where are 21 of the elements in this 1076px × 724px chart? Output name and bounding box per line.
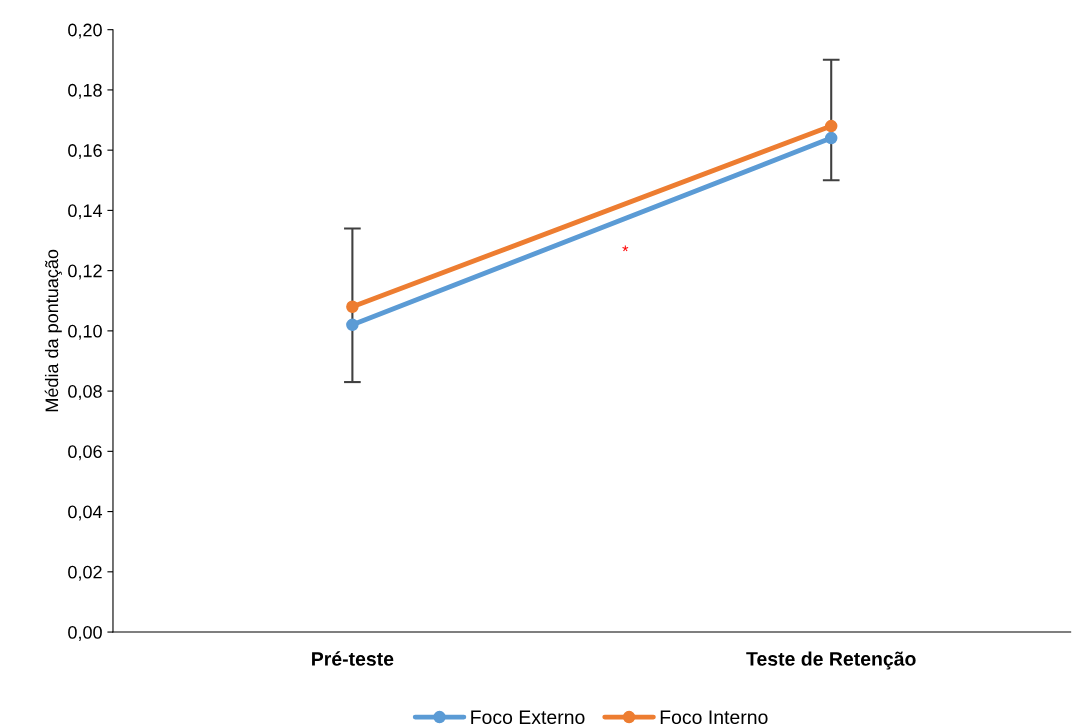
y-tick-label: 0,20: [68, 23, 102, 39]
point: [346, 318, 359, 332]
annotation: *: [622, 245, 629, 252]
x-tick-label: Teste de Retenção: [746, 651, 916, 670]
y-tick-label: 0,08: [68, 385, 102, 400]
y-tick-label: 0,16: [68, 144, 102, 160]
point: [824, 119, 838, 133]
y-tick-label: 0,02: [68, 565, 102, 581]
y-tick-label: 0,00: [68, 625, 102, 641]
point: [824, 131, 838, 145]
point: [346, 300, 359, 314]
y-tick-label: 0,18: [68, 83, 102, 99]
y-tick-label: 0,06: [68, 445, 102, 461]
y-tick-label: 0,10: [68, 324, 102, 340]
y-tick-label: 0,12: [68, 264, 102, 280]
y-tick-label: 0,04: [68, 505, 103, 521]
y-axis-title: Média da pontuação: [44, 249, 62, 412]
x-tick-label: Pré-teste: [312, 651, 394, 666]
y-tick-label: 0,14: [68, 204, 103, 220]
legend-label: Foco Interno: [660, 710, 768, 724]
legend-label: Foco Externo: [471, 710, 585, 724]
